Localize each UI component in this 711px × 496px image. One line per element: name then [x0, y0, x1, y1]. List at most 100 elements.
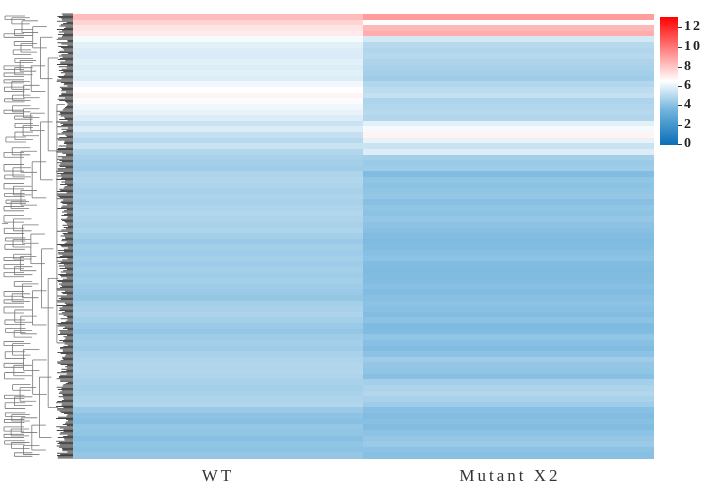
- colorbar-tick: [678, 125, 682, 126]
- heatmap-cell: [363, 446, 654, 453]
- colorbar-tick: [678, 105, 682, 106]
- heatmap-cell: [363, 148, 654, 156]
- heatmap-cell: [363, 64, 654, 71]
- heatmap-cell: [73, 435, 363, 442]
- heatmap-cell: [363, 384, 654, 392]
- heatmap-cell: [363, 413, 654, 420]
- heatmap-cell: [363, 14, 654, 21]
- heatmap-cell: [363, 36, 654, 43]
- heatmap-cell: [73, 176, 363, 184]
- heatmap-cell: [73, 424, 363, 431]
- heatmap-cell: [73, 407, 363, 414]
- heatmap-cell: [73, 25, 363, 32]
- heatmap-cell: [73, 306, 363, 313]
- heatmap-cell: [363, 266, 654, 274]
- heatmap-cell: [363, 58, 654, 66]
- heatmap-cell: [73, 36, 363, 43]
- heatmap-cell: [363, 238, 654, 246]
- heatmap-cell: [73, 70, 363, 77]
- heatmap-cell: [73, 401, 363, 409]
- heatmap-cell: [363, 407, 654, 414]
- heatmap-cell: [73, 373, 363, 380]
- heatmap-column-mutant-x2: [363, 14, 654, 459]
- heatmap-cell: [73, 452, 363, 459]
- heatmap-cell: [73, 233, 363, 240]
- heatmap-cell: [363, 283, 654, 290]
- heatmap-cell: [73, 87, 363, 94]
- heatmap-cell: [363, 87, 654, 94]
- heatmap-cell: [363, 233, 654, 240]
- colorbar-label-0: 0: [684, 136, 693, 151]
- heatmap-cell: [73, 199, 363, 206]
- colorbar-tick: [678, 144, 682, 145]
- colorbar-label-4: 4: [684, 97, 693, 112]
- heatmap-cell: [73, 98, 363, 105]
- heatmap-cell: [73, 261, 363, 268]
- heatmap-cell: [73, 115, 363, 122]
- heatmap-cell: [73, 266, 363, 274]
- heatmap-cell: [363, 401, 654, 409]
- heatmap-cell: [363, 221, 654, 229]
- heatmap-cell: [73, 188, 363, 195]
- heatmap-cell: [363, 70, 654, 77]
- heatmap-cell: [363, 182, 654, 189]
- heatmap-cell: [73, 148, 363, 156]
- colorbar-label-12: 12: [684, 19, 702, 34]
- heatmap-column-wt: [73, 14, 363, 459]
- heatmap-cell: [363, 424, 654, 431]
- heatmap-cell: [73, 334, 363, 341]
- heatmap-cell: [73, 441, 363, 448]
- heatmap-cell: [73, 171, 363, 178]
- heatmap-cell: [73, 75, 363, 83]
- heatmap-cell: [363, 210, 654, 217]
- heatmap-cell: [363, 379, 654, 386]
- colorbar-tick: [678, 67, 682, 68]
- heatmap-cell: [73, 311, 363, 319]
- heatmap-cell: [363, 19, 654, 26]
- heatmap-cell: [363, 328, 654, 335]
- heatmap-cell: [363, 244, 654, 251]
- heatmap-cell: [363, 47, 654, 54]
- heatmap-cell: [73, 339, 363, 347]
- heatmap-cell: [73, 47, 363, 54]
- heatmap-cell: [363, 435, 654, 442]
- heatmap-cell: [363, 418, 654, 425]
- heatmap-cell: [73, 446, 363, 453]
- heatmap-cell: [363, 109, 654, 116]
- colorbar-label-8: 8: [684, 59, 693, 74]
- heatmap-cell: [363, 368, 654, 375]
- heatmap-cell: [73, 182, 363, 189]
- heatmap-cell: [363, 126, 654, 133]
- heatmap-cell: [363, 278, 654, 285]
- heatmap-cell: [73, 317, 363, 324]
- heatmap-cell: [363, 137, 654, 144]
- heatmap-cell: [73, 126, 363, 133]
- heatmap-cell: [363, 306, 654, 313]
- heatmap-cell: [73, 396, 363, 403]
- heatmap-cell: [73, 356, 363, 364]
- heatmap-cell: [363, 396, 654, 403]
- heatmap-cell: [73, 193, 363, 201]
- heatmap-cell: [363, 176, 654, 184]
- colorbar-tick: [678, 27, 682, 28]
- heatmap-cell: [73, 165, 363, 172]
- heatmap-cell: [363, 339, 654, 347]
- heatmap-cell: [73, 42, 363, 49]
- heatmap-cell: [363, 193, 654, 201]
- heatmap-cell: [363, 334, 654, 341]
- heatmap-cell: [363, 42, 654, 49]
- heatmap-cell: [73, 160, 363, 167]
- heatmap-cell: [363, 323, 654, 330]
- heatmap-cell: [73, 14, 363, 21]
- heatmap-cell: [73, 384, 363, 392]
- heatmap-cell: [363, 53, 654, 60]
- colorbar-tick: [678, 86, 682, 87]
- colorbar: [660, 17, 678, 145]
- column-label-mutant-x2: Mutant X2: [459, 466, 561, 485]
- heatmap-cell: [73, 120, 363, 127]
- row-dendrogram: [2, 13, 73, 459]
- heatmap-cell: [73, 53, 363, 60]
- heatmap-cell: [73, 289, 363, 296]
- heatmap-cell: [363, 132, 654, 139]
- heatmap-cell: [73, 323, 363, 330]
